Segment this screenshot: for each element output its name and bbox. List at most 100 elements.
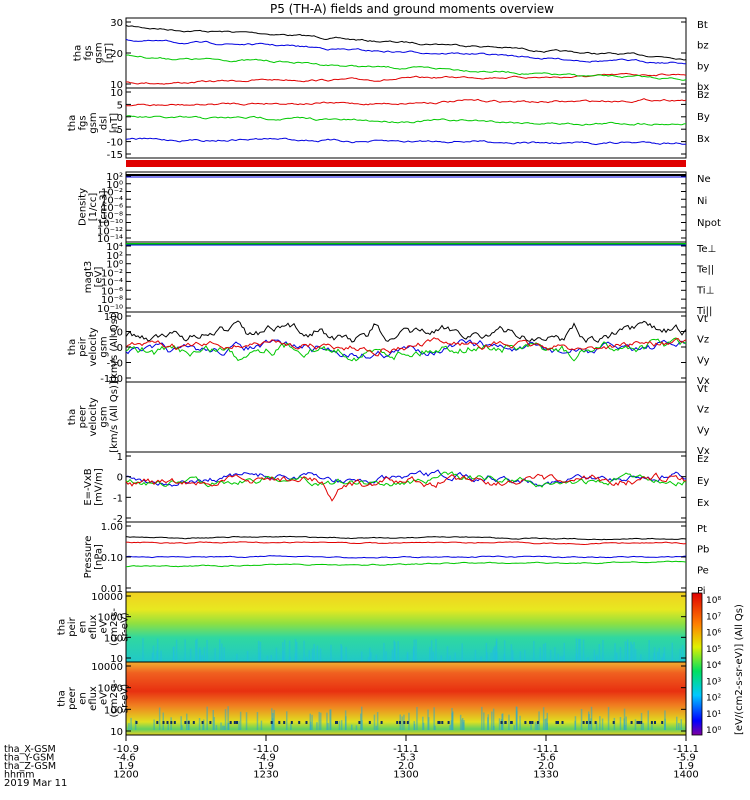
legend-vy: Vy bbox=[697, 425, 710, 436]
heatmap-streak bbox=[212, 710, 214, 730]
ytick-label: 10⁻⁶ bbox=[101, 286, 123, 297]
heatmap-streak bbox=[383, 642, 385, 662]
heatmap-dot bbox=[170, 721, 173, 724]
heatmap-streak bbox=[510, 644, 513, 662]
heatmap-streak bbox=[294, 639, 297, 662]
heatmap-streak bbox=[557, 653, 559, 662]
heatmap-streak bbox=[530, 724, 532, 730]
legend-bz: bz bbox=[697, 41, 709, 52]
heatmap-streak bbox=[481, 706, 483, 730]
heatmap-streak bbox=[545, 718, 547, 730]
series-pb bbox=[125, 541, 687, 546]
heatmap-streak bbox=[432, 651, 435, 662]
ytick-label: 10⁻⁴ bbox=[101, 277, 123, 288]
heatmap-dot bbox=[187, 721, 190, 724]
heatmap-dot bbox=[529, 721, 532, 724]
heatmap-streak bbox=[181, 725, 183, 730]
ylabel-line: velocity bbox=[88, 397, 99, 436]
heatmap-streak bbox=[259, 641, 262, 662]
series-ex bbox=[125, 469, 687, 487]
heatmap-streak bbox=[656, 651, 659, 662]
heatmap-streak bbox=[288, 640, 291, 662]
heatmap-streak bbox=[574, 716, 577, 730]
heatmap-streak bbox=[634, 649, 637, 662]
ephemeris-label: tha_Z-GSM bbox=[4, 761, 56, 772]
heatmap-streak bbox=[361, 651, 363, 662]
legend-ey: Ey bbox=[697, 476, 709, 487]
heatmap-dot bbox=[531, 721, 534, 724]
heatmap-streak bbox=[290, 723, 292, 730]
heatmap-streak bbox=[579, 639, 581, 662]
heatmap-streak bbox=[461, 643, 463, 662]
ylabel-line: Density bbox=[78, 188, 89, 226]
legend-vz: Vz bbox=[697, 335, 709, 346]
heatmap-streak bbox=[213, 717, 215, 730]
ytick-label: 10² bbox=[106, 172, 123, 183]
ylabel-line: magt3 bbox=[83, 261, 94, 294]
heatmap-streak bbox=[270, 655, 272, 662]
heatmap-streak bbox=[461, 718, 464, 730]
series-ez bbox=[125, 472, 687, 502]
legend-vt: Vt bbox=[697, 384, 708, 395]
heatmap-streak bbox=[536, 721, 539, 730]
legend-bt: Bt bbox=[697, 20, 708, 31]
panel-ion-velocity bbox=[125, 311, 687, 383]
heatmap-streak bbox=[305, 656, 308, 662]
ylabel-line: [cm-3] bbox=[99, 190, 110, 223]
legend-ti: Ti|| bbox=[696, 306, 712, 317]
series-pe bbox=[126, 560, 687, 568]
legend-vz: Vz bbox=[697, 405, 709, 416]
heatmap-streak bbox=[283, 639, 286, 662]
heatmap-streak bbox=[679, 648, 681, 662]
heatmap-streak bbox=[544, 642, 547, 662]
heatmap-dot bbox=[201, 721, 204, 724]
legend-by: by bbox=[697, 61, 709, 72]
heatmap-dot bbox=[358, 721, 361, 724]
legend-ni: Ni bbox=[697, 196, 707, 207]
heatmap-dot bbox=[524, 721, 527, 724]
ytick-label: 10⁻⁸ bbox=[101, 211, 123, 222]
heatmap-streak bbox=[542, 707, 545, 730]
heatmap-dot bbox=[336, 721, 338, 724]
ephemeris-value: 1.9 bbox=[678, 761, 694, 772]
series-bz bbox=[125, 98, 687, 107]
heatmap-dot bbox=[650, 721, 653, 724]
legend-vx: Vx bbox=[697, 376, 710, 387]
heatmap-streak bbox=[546, 712, 548, 730]
heatmap-streak bbox=[340, 720, 343, 730]
heatmap-streak bbox=[440, 655, 442, 662]
legend-te: Te|| bbox=[696, 265, 714, 276]
ephemeris-table: tha_X-GSM -10.9 -11.0 -11.1 -11.1 -11.1 tha_Y-… bbox=[4, 744, 699, 781]
heatmap-streak bbox=[286, 711, 288, 730]
heatmap-dot bbox=[283, 721, 286, 724]
heatmap-streak bbox=[175, 639, 178, 662]
heatmap-streak bbox=[375, 654, 378, 662]
heatmap-streak bbox=[375, 725, 377, 730]
ylabel-line: sr-eV) bbox=[120, 612, 131, 641]
heatmap-dot bbox=[500, 721, 503, 724]
heatmap-streak bbox=[394, 641, 396, 662]
ytick-label: 0.01 bbox=[101, 584, 123, 595]
heatmap-streak bbox=[661, 657, 663, 662]
heatmap-streak bbox=[454, 652, 456, 662]
heatmap-streak bbox=[351, 724, 353, 730]
heatmap-dot bbox=[192, 721, 195, 724]
heatmap-streak bbox=[490, 652, 492, 662]
heatmap-streak bbox=[614, 643, 616, 662]
heatmap-streak bbox=[483, 712, 485, 730]
ylabel-line: eflux bbox=[88, 615, 99, 640]
heatmap-streak bbox=[662, 653, 665, 662]
ylabel-line: peir bbox=[78, 336, 89, 356]
ytick-label: 20 bbox=[110, 49, 123, 60]
heatmap-streak bbox=[596, 656, 598, 662]
ephemeris-value: 1400 bbox=[673, 770, 698, 781]
heatmap-dot bbox=[156, 721, 159, 724]
heatmap-streak bbox=[361, 706, 363, 730]
heatmap-streak bbox=[546, 722, 548, 730]
ytick-label: -50 bbox=[107, 359, 123, 370]
heatmap-streak bbox=[415, 639, 417, 662]
heatmap-streak bbox=[202, 721, 204, 730]
heatmap-streak bbox=[184, 639, 186, 662]
heatmap-streak bbox=[502, 713, 504, 730]
heatmap-streak bbox=[498, 718, 501, 730]
